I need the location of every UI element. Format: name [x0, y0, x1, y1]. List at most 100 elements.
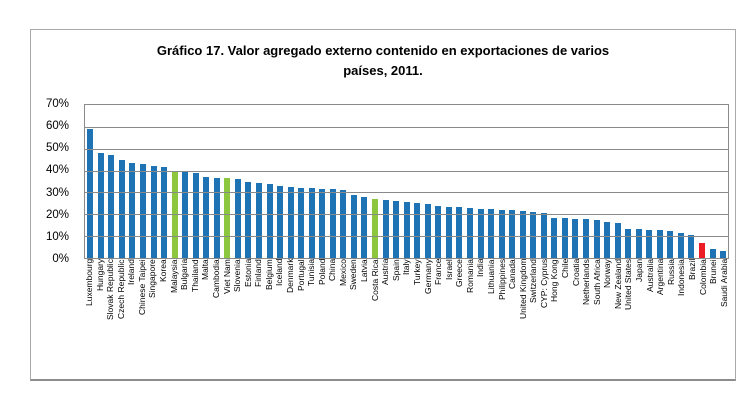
- bar-slot: [655, 105, 666, 258]
- bar-france: [435, 205, 442, 258]
- bar-japan: [635, 228, 642, 258]
- gridline: [85, 192, 728, 194]
- bar-russia: [667, 230, 674, 258]
- x-tick-label: Hungary: [94, 259, 105, 292]
- y-tick-label: 10%: [45, 230, 69, 243]
- bar-greece: [456, 206, 463, 258]
- x-tick-label: Denmark: [284, 259, 295, 294]
- x-tick-label: Thailand: [189, 259, 200, 292]
- bar-slot: [380, 105, 391, 258]
- bar-czech-republic: [118, 159, 125, 258]
- x-tick-label: Korea: [158, 259, 169, 282]
- bar-cyp-cyprus: [540, 213, 547, 258]
- bar-slot: [359, 105, 370, 258]
- gridline: [85, 236, 728, 238]
- bar-costa-rica: [372, 199, 379, 258]
- bar-south-africa: [593, 219, 600, 258]
- bar-slot: [444, 105, 455, 258]
- x-axis-labels: Luxembourg Hungary Slovak Republic Czech Re…: [84, 259, 729, 381]
- bar-slot: [296, 105, 307, 258]
- y-tick-label: 40%: [45, 164, 69, 177]
- chart-figure: Gráfico 17. Valor agregado externo conte…: [30, 29, 736, 381]
- bar-estonia: [245, 181, 252, 258]
- x-tick-label: Bulgaria: [179, 259, 190, 291]
- bar-slot: [633, 105, 644, 258]
- gridline: [85, 214, 728, 216]
- bar-slot: [496, 105, 507, 258]
- bar-slot: [349, 105, 360, 258]
- bar-slot: [412, 105, 423, 258]
- x-tick-label: Netherlands: [581, 259, 592, 305]
- x-tick-label: Norway: [602, 259, 613, 288]
- plot-area: [84, 104, 729, 259]
- y-axis-labels: 70% 60% 50% 40% 30% 20% 10% 0%: [31, 98, 76, 265]
- bar-slot: [306, 105, 317, 258]
- bar-slot: [697, 105, 708, 258]
- gridline: [85, 126, 728, 128]
- x-tick-label: Ireland: [126, 259, 137, 285]
- x-tick-label: Indonesia: [676, 259, 687, 296]
- x-tick-label: United Kingdom: [517, 259, 528, 320]
- bar-norway: [604, 221, 611, 258]
- x-tick-label: Croatia: [570, 259, 581, 287]
- bar-saudi-arabia: [720, 251, 727, 258]
- bar-slot: [623, 105, 634, 258]
- bar-slot: [644, 105, 655, 258]
- bar-spain: [393, 201, 400, 258]
- x-tick-label: Italy: [401, 259, 412, 275]
- bar-portugal: [298, 188, 305, 258]
- x-tick-label: Mexico: [337, 259, 348, 286]
- x-tick-label: Russia: [665, 259, 676, 285]
- x-tick-label: Israel: [443, 259, 454, 280]
- x-tick-label: Argentina: [655, 259, 666, 296]
- x-tick-label: Lithuania: [485, 259, 496, 294]
- bar-tunisia: [308, 188, 315, 258]
- bar-thailand: [192, 172, 199, 258]
- bar-slot: [581, 105, 592, 258]
- bar-slot: [169, 105, 180, 258]
- bar-slot: [475, 105, 486, 258]
- x-tick-label: Australia: [644, 259, 655, 293]
- y-tick-label: 70%: [45, 98, 69, 110]
- bar-argentina: [656, 229, 663, 258]
- bar-cambodia: [213, 178, 220, 258]
- x-tick-label: Finland: [253, 259, 264, 287]
- bar-slot: [686, 105, 697, 258]
- x-tick-label: Hong Kong: [549, 259, 560, 302]
- bar-slot: [201, 105, 212, 258]
- x-tick-label: Canada: [507, 259, 518, 289]
- bar-slot: [127, 105, 138, 258]
- bar-slot: [665, 105, 676, 258]
- bar-slot: [190, 105, 201, 258]
- bar-slot: [317, 105, 328, 258]
- bar-netherlands: [582, 218, 589, 258]
- bar-philippines: [498, 209, 505, 258]
- x-tick-label: Iceland: [274, 259, 285, 287]
- bar-denmark: [287, 186, 294, 258]
- x-tick-label: Tunisia: [306, 259, 317, 287]
- x-tick-label: New Zealand: [612, 259, 623, 310]
- x-tick-label: Brunei: [708, 259, 719, 284]
- x-tick-label: Poland: [316, 259, 327, 286]
- bar-luxembourg: [87, 129, 94, 258]
- bar-slot: [85, 105, 96, 258]
- x-tick-label: India: [475, 259, 486, 278]
- bar-slot: [96, 105, 107, 258]
- y-tick-label: 20%: [45, 208, 69, 221]
- bar-slot: [401, 105, 412, 258]
- x-tick-label: Japan: [634, 259, 645, 283]
- bar-brunei: [709, 249, 716, 258]
- bar-austria: [382, 200, 389, 258]
- x-tick-label: Costa Rica: [369, 259, 380, 301]
- bar-slot: [222, 105, 233, 258]
- bar-china: [329, 189, 336, 258]
- bar-latvia: [361, 196, 368, 258]
- bar-slot: [285, 105, 296, 258]
- x-tick-label: Saudi Arabia: [718, 259, 729, 308]
- x-tick-label: Latvia: [359, 259, 370, 282]
- bar-canada: [509, 209, 516, 258]
- bar-croatia: [572, 218, 579, 258]
- bar-poland: [319, 189, 326, 258]
- bar-slot: [602, 105, 613, 258]
- y-tick-label: 0%: [52, 253, 69, 265]
